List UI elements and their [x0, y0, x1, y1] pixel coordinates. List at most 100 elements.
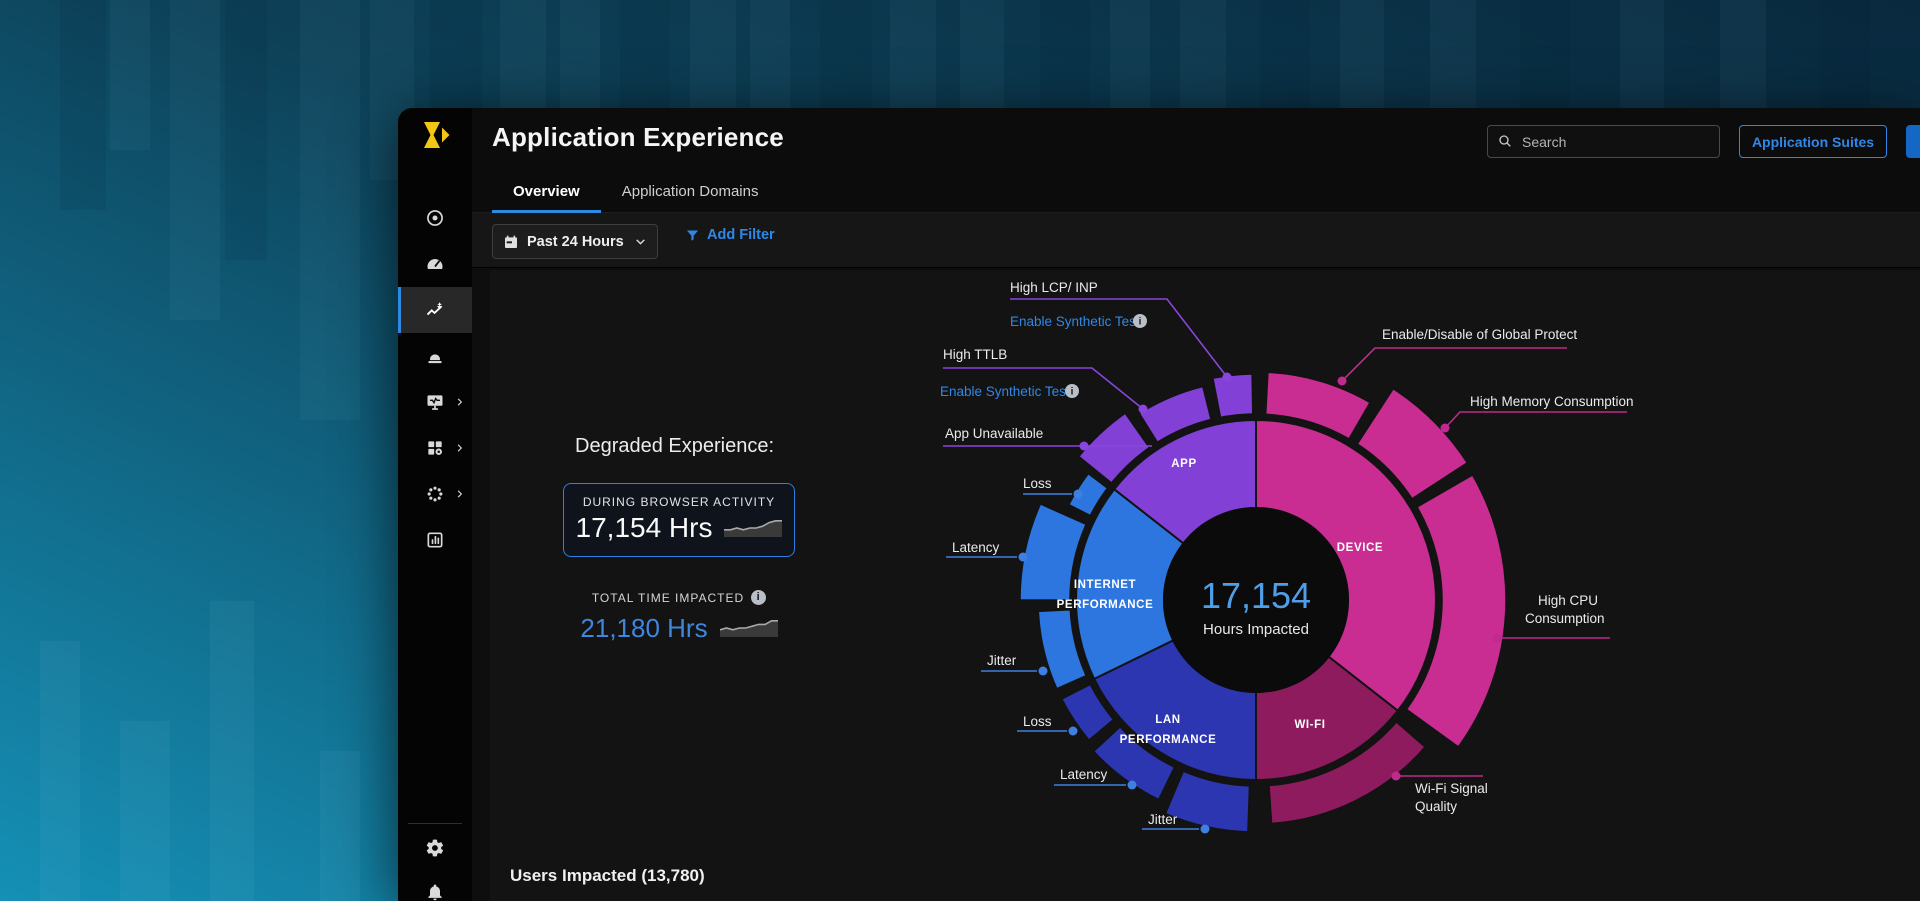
chevron-right-icon [454, 489, 465, 500]
sidebar-item-loader-dots[interactable] [398, 471, 472, 517]
search-input[interactable] [1487, 125, 1720, 158]
callout-label-lan-latency: Latency [1060, 767, 1108, 782]
chart-subsegment-high-cpu[interactable] [1405, 473, 1507, 748]
background-bar [210, 601, 254, 901]
callout-dot-wifi-signal [1391, 771, 1401, 781]
chart-subsegment-lan-jitter[interactable] [1164, 770, 1251, 833]
background-bar [120, 721, 170, 901]
segment-label-device: DEVICE [1337, 542, 1383, 554]
chart-subsegment-global-protect[interactable] [1264, 371, 1372, 440]
tab-application-domains[interactable]: Application Domains [621, 182, 759, 200]
add-filter-label: Add Filter [707, 227, 775, 243]
add-filter-button[interactable]: Add Filter [685, 227, 775, 243]
chart-subsegment-high-memory[interactable] [1356, 387, 1469, 500]
tab-overview[interactable]: Overview [492, 170, 601, 213]
sidebar-item-chart-box[interactable] [398, 517, 472, 563]
chart-subsegment-lan-loss[interactable] [1060, 683, 1115, 742]
sidebar [398, 108, 472, 901]
sidebar-item-bell[interactable] [398, 870, 472, 901]
total-time-value: 21,180 Hrs [580, 613, 708, 643]
sidebar-item-speedometer[interactable] [398, 241, 472, 287]
sidebar-item-radar[interactable] [398, 195, 472, 241]
info-icon[interactable] [1133, 314, 1147, 328]
chart-subsegment-inet-latency[interactable] [1019, 503, 1088, 601]
segment-label-internet: INTERNET [1074, 579, 1136, 591]
segment-label-internet: PERFORMANCE [1057, 599, 1154, 611]
background-bar [60, 0, 106, 210]
tab-bar: Overview Application Domains [472, 170, 1920, 213]
callout-label-app-unavailable: App Unavailable [945, 426, 1043, 441]
info-icon[interactable]: i [751, 590, 767, 605]
chart-subsegment-app-unavailable[interactable] [1077, 412, 1151, 484]
background-bar [225, 0, 267, 260]
chart-center-label: Hours Impacted [1203, 621, 1309, 638]
time-range-value: Past 24 Hours [527, 233, 624, 250]
background-bar [320, 751, 360, 901]
sidebar-item-apps-grid[interactable] [398, 425, 472, 471]
speedometer-icon [425, 254, 445, 274]
chart-center-value: 17,154 [1201, 575, 1311, 616]
header-action-button-cutoff[interactable] [1906, 125, 1920, 158]
search-box [1487, 125, 1720, 158]
browser-card-label: DURING BROWSER ACTIVITY [582, 495, 776, 509]
callout-dot-lan-jitter [1200, 824, 1210, 834]
callout-link-enable-synthetic-2[interactable]: Enable Synthetic Tests [940, 384, 1077, 399]
sidebar-item-monitor-pulse[interactable] [398, 379, 472, 425]
callout-line-high-memory [1444, 411, 1627, 429]
callout-line-high-lcp [1010, 298, 1228, 378]
chart-subsegment-high-lcp[interactable] [1212, 373, 1254, 419]
bell-icon [425, 882, 445, 901]
chart-center-hole [1163, 507, 1349, 693]
chart-subsegment-wifi-signal[interactable] [1268, 720, 1427, 825]
callout-label-inet-latency: Latency [952, 540, 1000, 555]
siren-icon [425, 346, 445, 366]
segment-label-lan: LAN [1155, 714, 1180, 726]
time-range-dropdown[interactable]: Past 24 Hours [492, 224, 658, 259]
loader-dots-icon [425, 484, 445, 504]
total-time-sparkline [719, 613, 778, 644]
search-icon [1499, 135, 1511, 147]
background-bar [40, 641, 80, 901]
info-icon-glyph: i [1071, 387, 1074, 398]
callout-dot-lan-latency [1127, 780, 1137, 790]
sidebar-item-siren[interactable] [398, 333, 472, 379]
app-window: Application Experience Application Suite… [398, 108, 1920, 901]
callout-label-wifi-signal: Quality [1415, 799, 1457, 814]
callout-line-global-protect [1341, 347, 1567, 382]
total-time-impacted-block: TOTAL TIME IMPACTED i 21,180 Hrs [560, 590, 798, 644]
chart-subsegment-inet-jitter[interactable] [1037, 608, 1088, 690]
calendar-icon [505, 235, 517, 248]
callout-label-inet-loss: Loss [1023, 476, 1052, 491]
callout-dot-high-cpu [1492, 633, 1502, 643]
activity-icon [425, 300, 445, 320]
callout-dot-high-ttlb [1138, 404, 1148, 414]
total-time-label: TOTAL TIME IMPACTED [591, 590, 745, 605]
sidebar-item-gear[interactable] [398, 826, 472, 870]
chart-subsegment-high-ttlb[interactable] [1138, 385, 1212, 444]
sidebar-item-activity[interactable] [398, 287, 472, 333]
chart-subsegment-lan-latency[interactable] [1092, 725, 1176, 801]
info-icon-glyph: i [1139, 317, 1142, 328]
background-bar [300, 0, 360, 420]
callout-label-inet-jitter: Jitter [987, 653, 1017, 668]
callout-label-high-ttlb: High TTLB [943, 347, 1007, 362]
impact-sunburst-chart: 17,154 Hours Impacted DEVICE WI-FI LAN PERFOR… [940, 280, 1634, 834]
callout-dot-inet-loss [1073, 489, 1083, 499]
header: Application Experience Application Suite… [472, 108, 1920, 170]
callout-label-lan-loss: Loss [1023, 714, 1052, 729]
during-browser-activity-card[interactable]: DURING BROWSER ACTIVITY 17,154 Hrs [563, 483, 795, 557]
browser-card-value: 17,154 Hrs [575, 512, 713, 543]
callout-link-enable-synthetic-1[interactable]: Enable Synthetic Tests [1010, 314, 1147, 329]
background-bar [110, 0, 150, 150]
funnel-icon [686, 230, 699, 241]
apps-grid-icon [425, 438, 445, 458]
callout-label-global-protect: Enable/Disable of Global Protect [1382, 327, 1577, 342]
degraded-experience-heading: Degraded Experience: [575, 435, 775, 457]
background-bar [170, 0, 220, 320]
chevron-right-icon [454, 443, 465, 454]
callout-dot-global-protect [1337, 376, 1347, 386]
sidebar-bottom-items [398, 826, 472, 901]
info-icon[interactable] [1065, 384, 1079, 398]
callout-dot-high-memory [1440, 423, 1450, 433]
application-suites-button[interactable]: Application Suites [1739, 125, 1887, 158]
